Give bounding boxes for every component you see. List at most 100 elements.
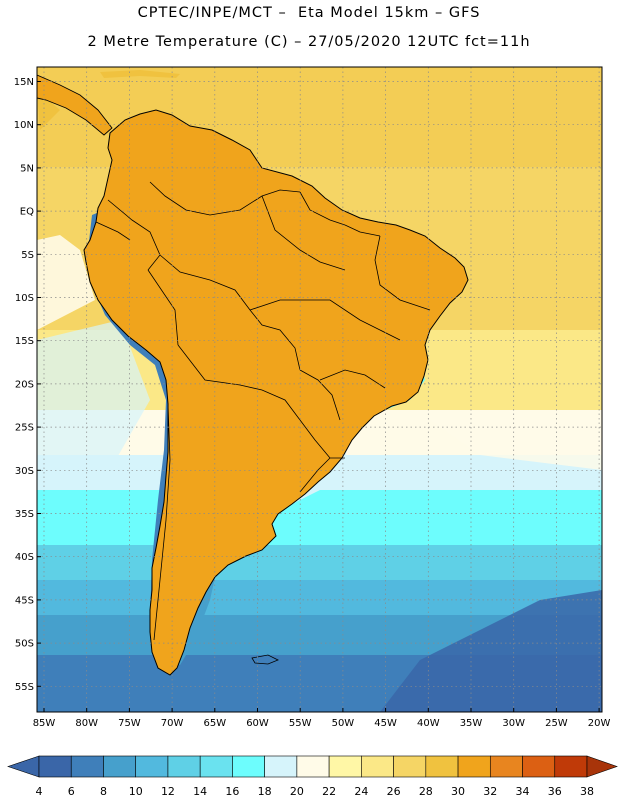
border-brazil-states-4 [261, 195, 346, 271]
border-colombia-venezuela [149, 181, 301, 216]
lat-label-15s: 15S [15, 336, 34, 347]
lat-label-15n: 15N [14, 77, 34, 88]
colorbar-swatch [103, 755, 137, 778]
lon-label-25w: 25W [545, 718, 568, 729]
map-plot-area [37, 67, 602, 712]
colorbar-swatch [264, 755, 298, 778]
colorbar-swatch [167, 755, 201, 778]
lon-label-60w: 60W [246, 718, 269, 729]
colorbar-tick-label: 30 [451, 785, 465, 798]
lon-label-70w: 70W [161, 718, 184, 729]
colorbar-swatch [361, 755, 394, 778]
border-ecuador [95, 221, 131, 241]
central-america-landmass [37, 75, 112, 135]
border-french-guiana [344, 224, 381, 237]
border-brazil-states-2 [374, 235, 431, 311]
border-guyanas [299, 191, 346, 226]
colorbar-legend: 4 6 8 10 12 14 16 18 20 22 24 26 28 30 32 34 36 38 [7, 755, 618, 798]
lat-label-40s: 40S [15, 552, 34, 563]
colorbar-swatch [457, 755, 491, 778]
border-peru-bolivia [147, 269, 179, 346]
lat-label-10s: 10S [15, 293, 34, 304]
ocean-band-35s [37, 490, 602, 550]
border-chile-argentina [153, 404, 171, 641]
colorbar-swatch [38, 755, 72, 778]
colorbar-swatch [70, 755, 104, 778]
colorbar-tick-label: 10 [129, 785, 143, 798]
colorbar-swatch [554, 755, 588, 778]
colorbar-tick-label: 20 [290, 785, 304, 798]
colorbar-tick-label: 14 [193, 785, 207, 798]
border-uruguay [299, 457, 331, 493]
colorbar-tick-label: 8 [100, 785, 107, 798]
lat-label-30s: 30S [15, 466, 34, 477]
falkland-islands [251, 654, 279, 665]
colorbar-tick-label: 16 [225, 785, 239, 798]
colorbar-tick-label: 6 [68, 785, 75, 798]
lat-label-35s: 35S [15, 509, 34, 520]
lat-label-45s: 45S [15, 595, 34, 606]
colorbar-swatch [425, 755, 459, 778]
border-brazil-states-3 [319, 369, 386, 389]
border-bolivia-paraguay-argentina [177, 344, 301, 421]
latitude-axis: 15N 10N 5N EQ 5S 10S 15S 20S 25S 30S 35S 40S 45S 50S 5… [14, 77, 41, 693]
ocean-band-45s [37, 580, 602, 620]
colorbar-swatch [393, 755, 427, 778]
colorbar-swatch [489, 755, 523, 778]
south-atlantic-cold-area [380, 590, 602, 712]
colorbar-tick-label: 38 [580, 785, 594, 798]
lat-label-25s: 25S [15, 423, 34, 434]
atlantic-band [430, 420, 602, 470]
lon-label-45w: 45W [374, 718, 397, 729]
caribbean-islands [100, 70, 180, 78]
colorbar-swatch [328, 755, 362, 778]
border-brazil-states-1 [249, 299, 401, 341]
longitude-axis: 85W 80W 75W 70W 65W 60W 55W 50W 45W 40W 35W 30W 25W 2… [33, 708, 611, 729]
lon-label-75w: 75W [118, 718, 141, 729]
central-america-coastline [37, 74, 113, 136]
colorbar-tick-label: 32 [483, 785, 497, 798]
lon-label-30w: 30W [502, 718, 525, 729]
colorbar-tick-label: 34 [516, 785, 530, 798]
lat-label-5s: 5S [21, 250, 34, 261]
colorbar-tick-label: 22 [322, 785, 336, 798]
colorbar-tick-label: 12 [161, 785, 175, 798]
lon-label-85w: 85W [33, 718, 56, 729]
lon-label-20w: 20W [588, 718, 611, 729]
colorbar-tick-label: 28 [419, 785, 433, 798]
lon-label-55w: 55W [289, 718, 312, 729]
lat-label-eq: EQ [20, 207, 34, 218]
colorbar-swatch [296, 755, 330, 778]
colorbar-tick-label: 26 [387, 785, 401, 798]
lat-label-5n: 5N [20, 163, 34, 174]
colorbar-tick-label: 24 [354, 785, 368, 798]
lat-label-10n: 10N [14, 120, 34, 131]
colorbar-swatch [522, 755, 556, 778]
colorbar-swatch [232, 755, 265, 778]
pacific-cool-area-south [37, 320, 150, 470]
border-argentina-uruguay [299, 419, 345, 459]
colorbar-swatch [199, 755, 233, 778]
colorbar-arrow-left [7, 755, 40, 778]
country-borders [95, 181, 431, 641]
border-paraguay-brazil [299, 369, 341, 421]
ocean-band-40s [37, 545, 602, 585]
lon-label-65w: 65W [203, 718, 226, 729]
border-colombia-peru [107, 199, 161, 271]
title-line-2: 2 Metre Temperature (C) – 27/05/2020 12U… [87, 34, 531, 50]
pacific-cool-area [37, 235, 95, 330]
lon-label-40w: 40W [417, 718, 440, 729]
colorbar-arrow-right [586, 755, 618, 778]
lat-label-50s: 50S [15, 639, 34, 650]
colorbar-tick-label: 18 [258, 785, 272, 798]
map-frame [36, 66, 603, 713]
lat-label-55s: 55S [15, 682, 34, 693]
lon-label-50w: 50W [332, 718, 355, 729]
colorbar-swatch [135, 755, 169, 778]
colorbar-tick-label: 36 [548, 785, 562, 798]
lon-label-80w: 80W [75, 718, 98, 729]
lat-label-20s: 20S [15, 379, 34, 390]
caribbean-warm-area [37, 90, 60, 130]
title-line-1: CPTEC/INPE/MCT – Eta Model 15km – GFS [137, 5, 481, 21]
